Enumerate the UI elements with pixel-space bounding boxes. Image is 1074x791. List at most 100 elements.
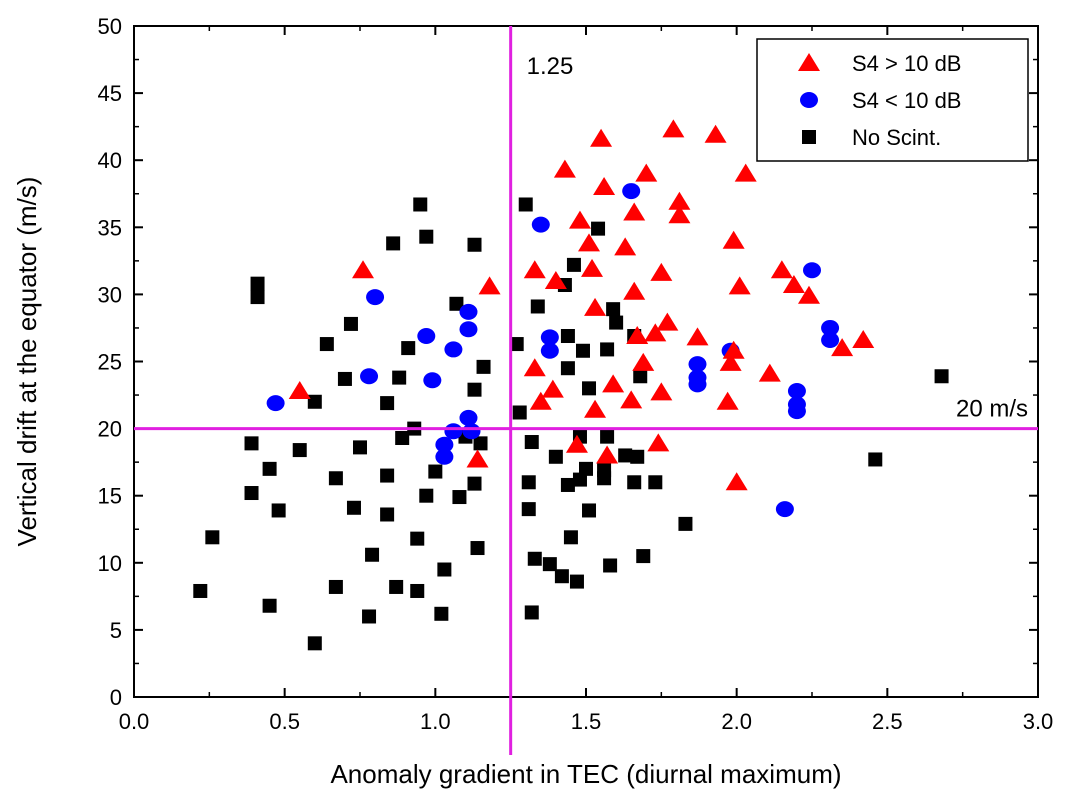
- data-point-circle: [459, 303, 478, 320]
- data-point-circle: [803, 262, 821, 279]
- data-point-circle: [688, 376, 707, 393]
- data-point-square: [467, 237, 482, 252]
- data-point-square: [386, 236, 401, 251]
- data-point-circle: [444, 423, 463, 440]
- data-point-triangle: [596, 445, 619, 464]
- data-point-triangle: [523, 358, 546, 377]
- data-point-square: [380, 507, 395, 522]
- data-point-triangle: [529, 391, 552, 410]
- x-tick-label: 2.0: [721, 709, 752, 734]
- data-point-square: [307, 636, 322, 651]
- y-tick-label: 40: [98, 148, 122, 173]
- data-point-circle: [462, 423, 481, 440]
- data-point-triangle: [668, 191, 691, 210]
- data-point-square: [542, 557, 557, 572]
- data-point-triangle: [722, 230, 745, 249]
- data-point-square: [467, 382, 482, 397]
- data-point-square: [518, 197, 533, 212]
- data-point-square: [271, 503, 286, 518]
- y-tick-label: 50: [98, 14, 122, 39]
- y-tick-label: 25: [98, 350, 122, 375]
- data-point-square: [365, 547, 380, 562]
- data-point-triangle: [704, 124, 727, 143]
- y-tick-label: 15: [98, 484, 122, 509]
- data-point-triangle: [797, 285, 820, 304]
- data-point-square: [353, 440, 367, 455]
- data-point-square: [328, 579, 343, 594]
- data-point-square: [470, 541, 485, 556]
- data-point-square: [560, 329, 575, 344]
- data-point-square: [591, 221, 606, 236]
- data-point-square: [609, 315, 624, 330]
- data-point-square: [648, 475, 663, 490]
- data-point-square: [380, 468, 395, 483]
- y-tick-label: 30: [98, 282, 122, 307]
- data-point-square: [524, 435, 539, 450]
- data-point-square: [419, 488, 434, 503]
- data-point-square: [473, 436, 488, 451]
- data-point-square: [449, 296, 464, 311]
- data-point-square: [554, 569, 569, 584]
- data-point-circle: [821, 332, 840, 349]
- legend-marker-circle: [800, 92, 818, 108]
- points-layer: [193, 119, 949, 651]
- data-point-triangle: [593, 177, 616, 196]
- data-point-square: [579, 461, 593, 476]
- data-point-triangle: [590, 128, 613, 147]
- y-tick-label: 35: [98, 215, 122, 240]
- data-point-square: [521, 475, 536, 490]
- data-point-circle: [444, 341, 463, 358]
- data-point-square: [244, 486, 259, 501]
- data-point-square: [262, 461, 277, 476]
- data-point-square: [343, 316, 358, 331]
- data-point-square: [262, 598, 277, 613]
- data-point-triangle: [770, 260, 793, 279]
- data-point-square: [346, 500, 361, 515]
- legend-label: S4 < 10 dB: [852, 88, 961, 113]
- data-point-circle: [435, 448, 454, 465]
- data-point-triangle: [650, 382, 673, 401]
- data-point-square: [389, 579, 404, 594]
- data-point-square: [934, 369, 949, 384]
- data-point-triangle: [544, 270, 567, 289]
- data-point-triangle: [722, 340, 745, 359]
- data-point-square: [636, 549, 651, 564]
- data-point-circle: [540, 329, 559, 346]
- x-tick-label: 2.5: [872, 709, 903, 734]
- data-point-square: [413, 197, 428, 212]
- data-point-circle: [775, 501, 794, 518]
- data-point-square: [437, 562, 452, 577]
- data-point-square: [868, 452, 883, 467]
- data-point-triangle: [578, 233, 601, 252]
- y-axis-title: Vertical drift at the equator (m/s): [12, 177, 42, 547]
- legend-label: No Scint.: [852, 125, 941, 150]
- y-tick-label: 10: [98, 551, 122, 576]
- data-point-triangle: [568, 210, 591, 229]
- x-tick-label: 3.0: [1023, 709, 1054, 734]
- data-point-square: [395, 430, 410, 445]
- y-tick-label: 45: [98, 81, 122, 106]
- data-point-square: [560, 361, 575, 376]
- y-tick-label: 0: [110, 685, 122, 710]
- data-point-square: [600, 342, 615, 357]
- data-point-square: [575, 343, 590, 358]
- data-point-triangle: [632, 352, 655, 371]
- legend: S4 > 10 dB S4 < 10 dB No Scint.: [756, 38, 1029, 162]
- data-point-triangle: [686, 327, 709, 346]
- data-point-triangle: [626, 326, 649, 345]
- data-point-triangle: [584, 399, 607, 418]
- data-point-circle: [435, 436, 454, 453]
- data-point-circle: [821, 319, 840, 336]
- data-point-square: [560, 477, 575, 492]
- data-point-square: [362, 609, 377, 624]
- data-point-triangle: [352, 260, 375, 279]
- x-tick-label: 1.0: [420, 709, 451, 734]
- data-point-triangle: [650, 262, 673, 281]
- data-point-triangle: [602, 374, 625, 393]
- x-axis-title: Anomaly gradient in TEC (diurnal maximum…: [330, 759, 841, 789]
- data-point-square: [410, 531, 425, 546]
- data-point-circle: [531, 216, 550, 233]
- data-point-square: [250, 276, 265, 291]
- data-point-square: [548, 449, 563, 464]
- data-point-square: [569, 574, 584, 589]
